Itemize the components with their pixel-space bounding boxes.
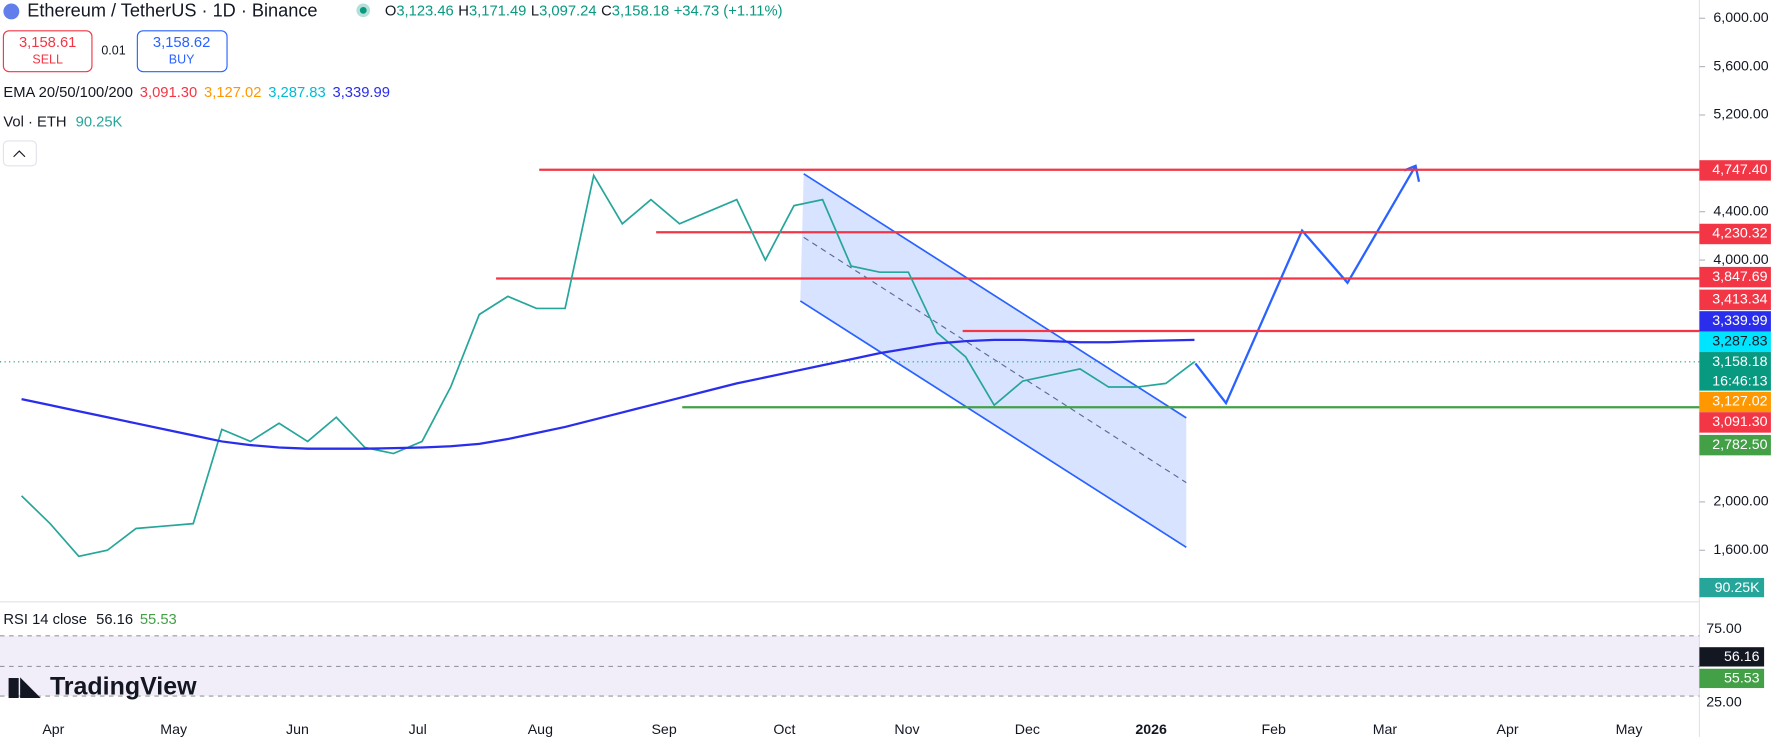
rsi-legend: RSI 14 close 56.16 55.53: [3, 612, 176, 628]
x-tick-label: Jul: [409, 722, 427, 737]
countdown: 16:46:13: [1712, 373, 1767, 389]
price-label-box: [1699, 311, 1771, 332]
symbol: Ethereum / TetherUS · 1D · Binance: [27, 0, 317, 20]
level-label: 2,782.50: [1712, 437, 1767, 453]
y-tick-label: 1,600.00: [1713, 542, 1768, 558]
level-label: 4,747.40: [1712, 162, 1767, 178]
x-tick-label: Apr: [1497, 722, 1519, 737]
volume-value: 90.25K: [1715, 580, 1761, 596]
level-label-box: [1699, 289, 1771, 311]
level-label: 3,413.34: [1712, 292, 1767, 308]
rsi-tick: 25.00: [1706, 695, 1742, 711]
level-label-box: [1699, 160, 1771, 181]
x-tick-label: 2026: [1135, 722, 1167, 737]
y-tick-label: 5,600.00: [1713, 58, 1768, 74]
y-tick-label: 6,000.00: [1713, 10, 1768, 26]
x-tick-label: Oct: [773, 722, 795, 737]
y-tick-label: 4,400.00: [1713, 203, 1768, 219]
x-tick-label: May: [160, 722, 188, 737]
x-tick-label: Apr: [42, 722, 64, 737]
level-label: 3,847.69: [1712, 269, 1767, 285]
sell-button[interactable]: [2, 30, 93, 73]
level-label-box: [1699, 266, 1771, 288]
rsi-tick: 75.00: [1706, 621, 1742, 637]
y-tick-label: 2,000.00: [1713, 494, 1768, 510]
ema-legend: EMA 20/50/100/200 3,091.30 3,127.02 3,287.8…: [3, 85, 390, 101]
series-line: [21, 338, 1195, 450]
price-label-box: [1699, 391, 1771, 413]
sell-price[interactable]: 3,158.61: [19, 35, 76, 51]
buy-button[interactable]: [136, 30, 228, 73]
price-label: 3,127.02: [1712, 394, 1767, 410]
channel: [800, 173, 1187, 548]
x-tick-label: Dec: [1015, 722, 1040, 737]
x-tick-label: May: [1616, 722, 1644, 737]
price-label: 3,091.30: [1712, 414, 1767, 430]
price-label-box: [1699, 352, 1771, 391]
series-line: [20, 173, 1195, 558]
y-tick-label: 4,000.00: [1713, 252, 1768, 268]
price-label: 3,287.83: [1712, 334, 1767, 350]
vol-legend: Vol · ETH 90.25K: [3, 115, 122, 131]
ohlc: O3,123.46 H3,171.49 L3,097.24 C3,158.18 +34.…: [385, 3, 783, 19]
spread: 0.01: [101, 44, 125, 58]
price-label: 3,158.18: [1712, 354, 1767, 370]
y-tick-label: 5,200.00: [1713, 107, 1768, 123]
sell-label[interactable]: SELL: [32, 53, 63, 67]
svg-text:▮◣: ▮◣: [7, 673, 42, 701]
price-label-box: [1699, 412, 1771, 433]
level-label: 4,230.32: [1712, 226, 1767, 242]
x-tick-label: Sep: [651, 722, 676, 737]
buy-label[interactable]: BUY: [169, 53, 195, 67]
collapse-button[interactable]: [2, 140, 37, 167]
x-tick-label: Feb: [1261, 722, 1286, 737]
projection: [1194, 165, 1417, 406]
buy-price[interactable]: 3,158.62: [153, 35, 210, 51]
x-tick-label: Aug: [528, 722, 553, 737]
rsi-ma-value: 55.53: [1724, 671, 1760, 687]
level-label-box: [1699, 434, 1771, 456]
watermark: TradingView: [50, 673, 197, 701]
x-tick-label: Nov: [894, 722, 920, 737]
x-tick-label: Jun: [286, 722, 309, 737]
level-label-box: [1699, 223, 1771, 245]
price-label-box: [1699, 331, 1771, 353]
x-tick-label: Mar: [1373, 722, 1398, 737]
price-label: 3,339.99: [1712, 313, 1767, 329]
rsi-value: 56.16: [1724, 649, 1760, 665]
